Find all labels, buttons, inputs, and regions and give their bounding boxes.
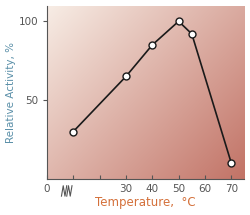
X-axis label: Temperature,  °C: Temperature, °C: [96, 197, 196, 209]
Y-axis label: Relative Activity, %: Relative Activity, %: [6, 42, 16, 143]
